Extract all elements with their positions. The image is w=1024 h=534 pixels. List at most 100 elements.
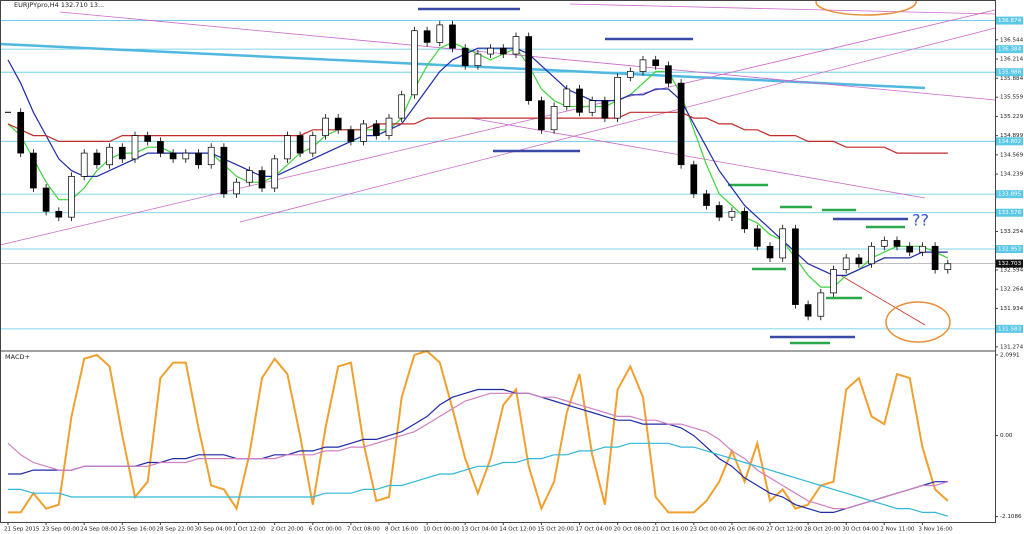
candle-body [639, 59, 647, 72]
price-label-box [996, 259, 1023, 268]
candle-body [499, 47, 507, 55]
candle-body [118, 146, 126, 160]
candle-body [550, 106, 558, 131]
x-tick-label: 25 Sep 16:00 [118, 527, 156, 533]
candle-body [347, 129, 355, 142]
level-label-box [996, 324, 1023, 333]
candle-body [131, 135, 139, 160]
candle-body [296, 135, 304, 154]
candle-body [80, 152, 88, 177]
x-tick-label: 26 Oct 06:00 [728, 527, 765, 533]
level-label: 134.802 [998, 139, 1021, 145]
candle-body [880, 240, 888, 247]
drawing-layer [0, 20, 995, 330]
candle-body [68, 176, 75, 218]
y-tick-label: 136.214 [1000, 57, 1024, 63]
y-tick-label: 134.899 [1000, 133, 1024, 139]
candle-body [284, 135, 291, 160]
highlight-ellipse [885, 301, 951, 343]
level-label: 132.953 [998, 247, 1022, 253]
highlight-ellipse [815, 0, 917, 16]
candle-body [474, 53, 482, 67]
candle-body [398, 94, 406, 119]
x-tick-label: 7 Oct 08:00 [347, 527, 380, 533]
candle-body [588, 100, 596, 113]
candle-body [830, 269, 837, 294]
chart-title: EURJPYpro,H4 132.710 13... [14, 1, 104, 9]
candle-body [42, 187, 50, 212]
level-label-box [996, 190, 1023, 199]
candle-body [665, 65, 672, 84]
candle-body [157, 141, 164, 154]
candle-body [30, 152, 37, 189]
candle-body [868, 245, 875, 265]
trend-line [569, 3, 996, 15]
indicator-title: MACD+ [5, 353, 30, 361]
y-tick-label: 134.569 [1000, 152, 1024, 158]
candle-body [741, 210, 748, 230]
candle-body [944, 263, 952, 270]
level-label-box [996, 137, 1023, 146]
y-tick-label: 131.934 [1000, 306, 1024, 312]
candle-body [576, 88, 583, 113]
candle-body [931, 245, 939, 270]
x-tick-label: 24 Sep 08:00 [80, 527, 118, 533]
indicator-line [8, 388, 948, 513]
x-tick-label: 23 Oct 00:00 [690, 527, 727, 533]
level-label: 133.895 [998, 192, 1022, 198]
x-tick-label: 6 Oct 00:00 [309, 527, 342, 533]
level-label: 133.576 [998, 210, 1022, 216]
candle-body [322, 117, 329, 136]
x-tick-label: 30 Oct 04:00 [842, 527, 879, 533]
indicator-line [7, 47, 948, 276]
price-label: 132.703 [998, 261, 1022, 267]
candle-body [728, 210, 736, 218]
indicator-line [8, 442, 948, 517]
y-tick-label: 135.559 [1000, 95, 1024, 101]
x-tick-label: 28 Oct 20:00 [804, 527, 841, 533]
candle-body [182, 152, 190, 160]
candle-body [538, 100, 545, 131]
candle-body [169, 152, 177, 160]
candle-body [360, 123, 367, 142]
candle-body [601, 100, 609, 119]
candle-body [487, 47, 494, 55]
data-layer: 136.544 136.214 135.884 135.559 135.229 134.8… [4, 16, 1024, 533]
candle-body [792, 228, 799, 305]
y-tick-label: 2.0991 [1000, 352, 1020, 358]
candle-body [817, 292, 825, 317]
candle-body [423, 30, 431, 43]
candle-body [779, 228, 787, 259]
level-label: 136.384 [998, 47, 1022, 53]
candle-body [411, 30, 418, 96]
candle-body [715, 205, 723, 218]
x-tick-label: 13 Oct 04:00 [461, 527, 498, 533]
candle-body [334, 117, 342, 131]
x-tick-label: 15 Oct 20:00 [537, 527, 574, 533]
candle-body [106, 146, 113, 166]
candle-body [195, 152, 202, 166]
candle-body [385, 117, 393, 136]
indicator-line [7, 392, 948, 510]
level-label: 131.583 [998, 326, 1022, 332]
x-tick-label: 17 Oct 04:00 [576, 527, 613, 533]
trend-line [0, 9, 996, 246]
candle-body [55, 210, 63, 218]
candle-body [626, 71, 634, 78]
candle-body [233, 181, 240, 195]
x-tick-label: 23 Sep 00:00 [42, 527, 80, 533]
y-tick-label: 132.264 [1000, 287, 1024, 293]
candle-body [919, 245, 926, 253]
x-tick-label: 10 Oct 00:00 [423, 527, 460, 533]
x-tick-label: 2 Nov 11:00 [880, 527, 915, 533]
candle-body [512, 36, 520, 55]
x-tick-label: 28 Sep 22:00 [156, 527, 194, 533]
candle-body [703, 193, 710, 206]
candle-body [461, 47, 469, 67]
plot-frame [0, 0, 996, 523]
candle-body [220, 146, 228, 195]
level-label-box [996, 16, 1023, 25]
level-label: 135.988 [998, 70, 1022, 76]
x-tick-label: 1 Oct 12:00 [233, 527, 266, 533]
